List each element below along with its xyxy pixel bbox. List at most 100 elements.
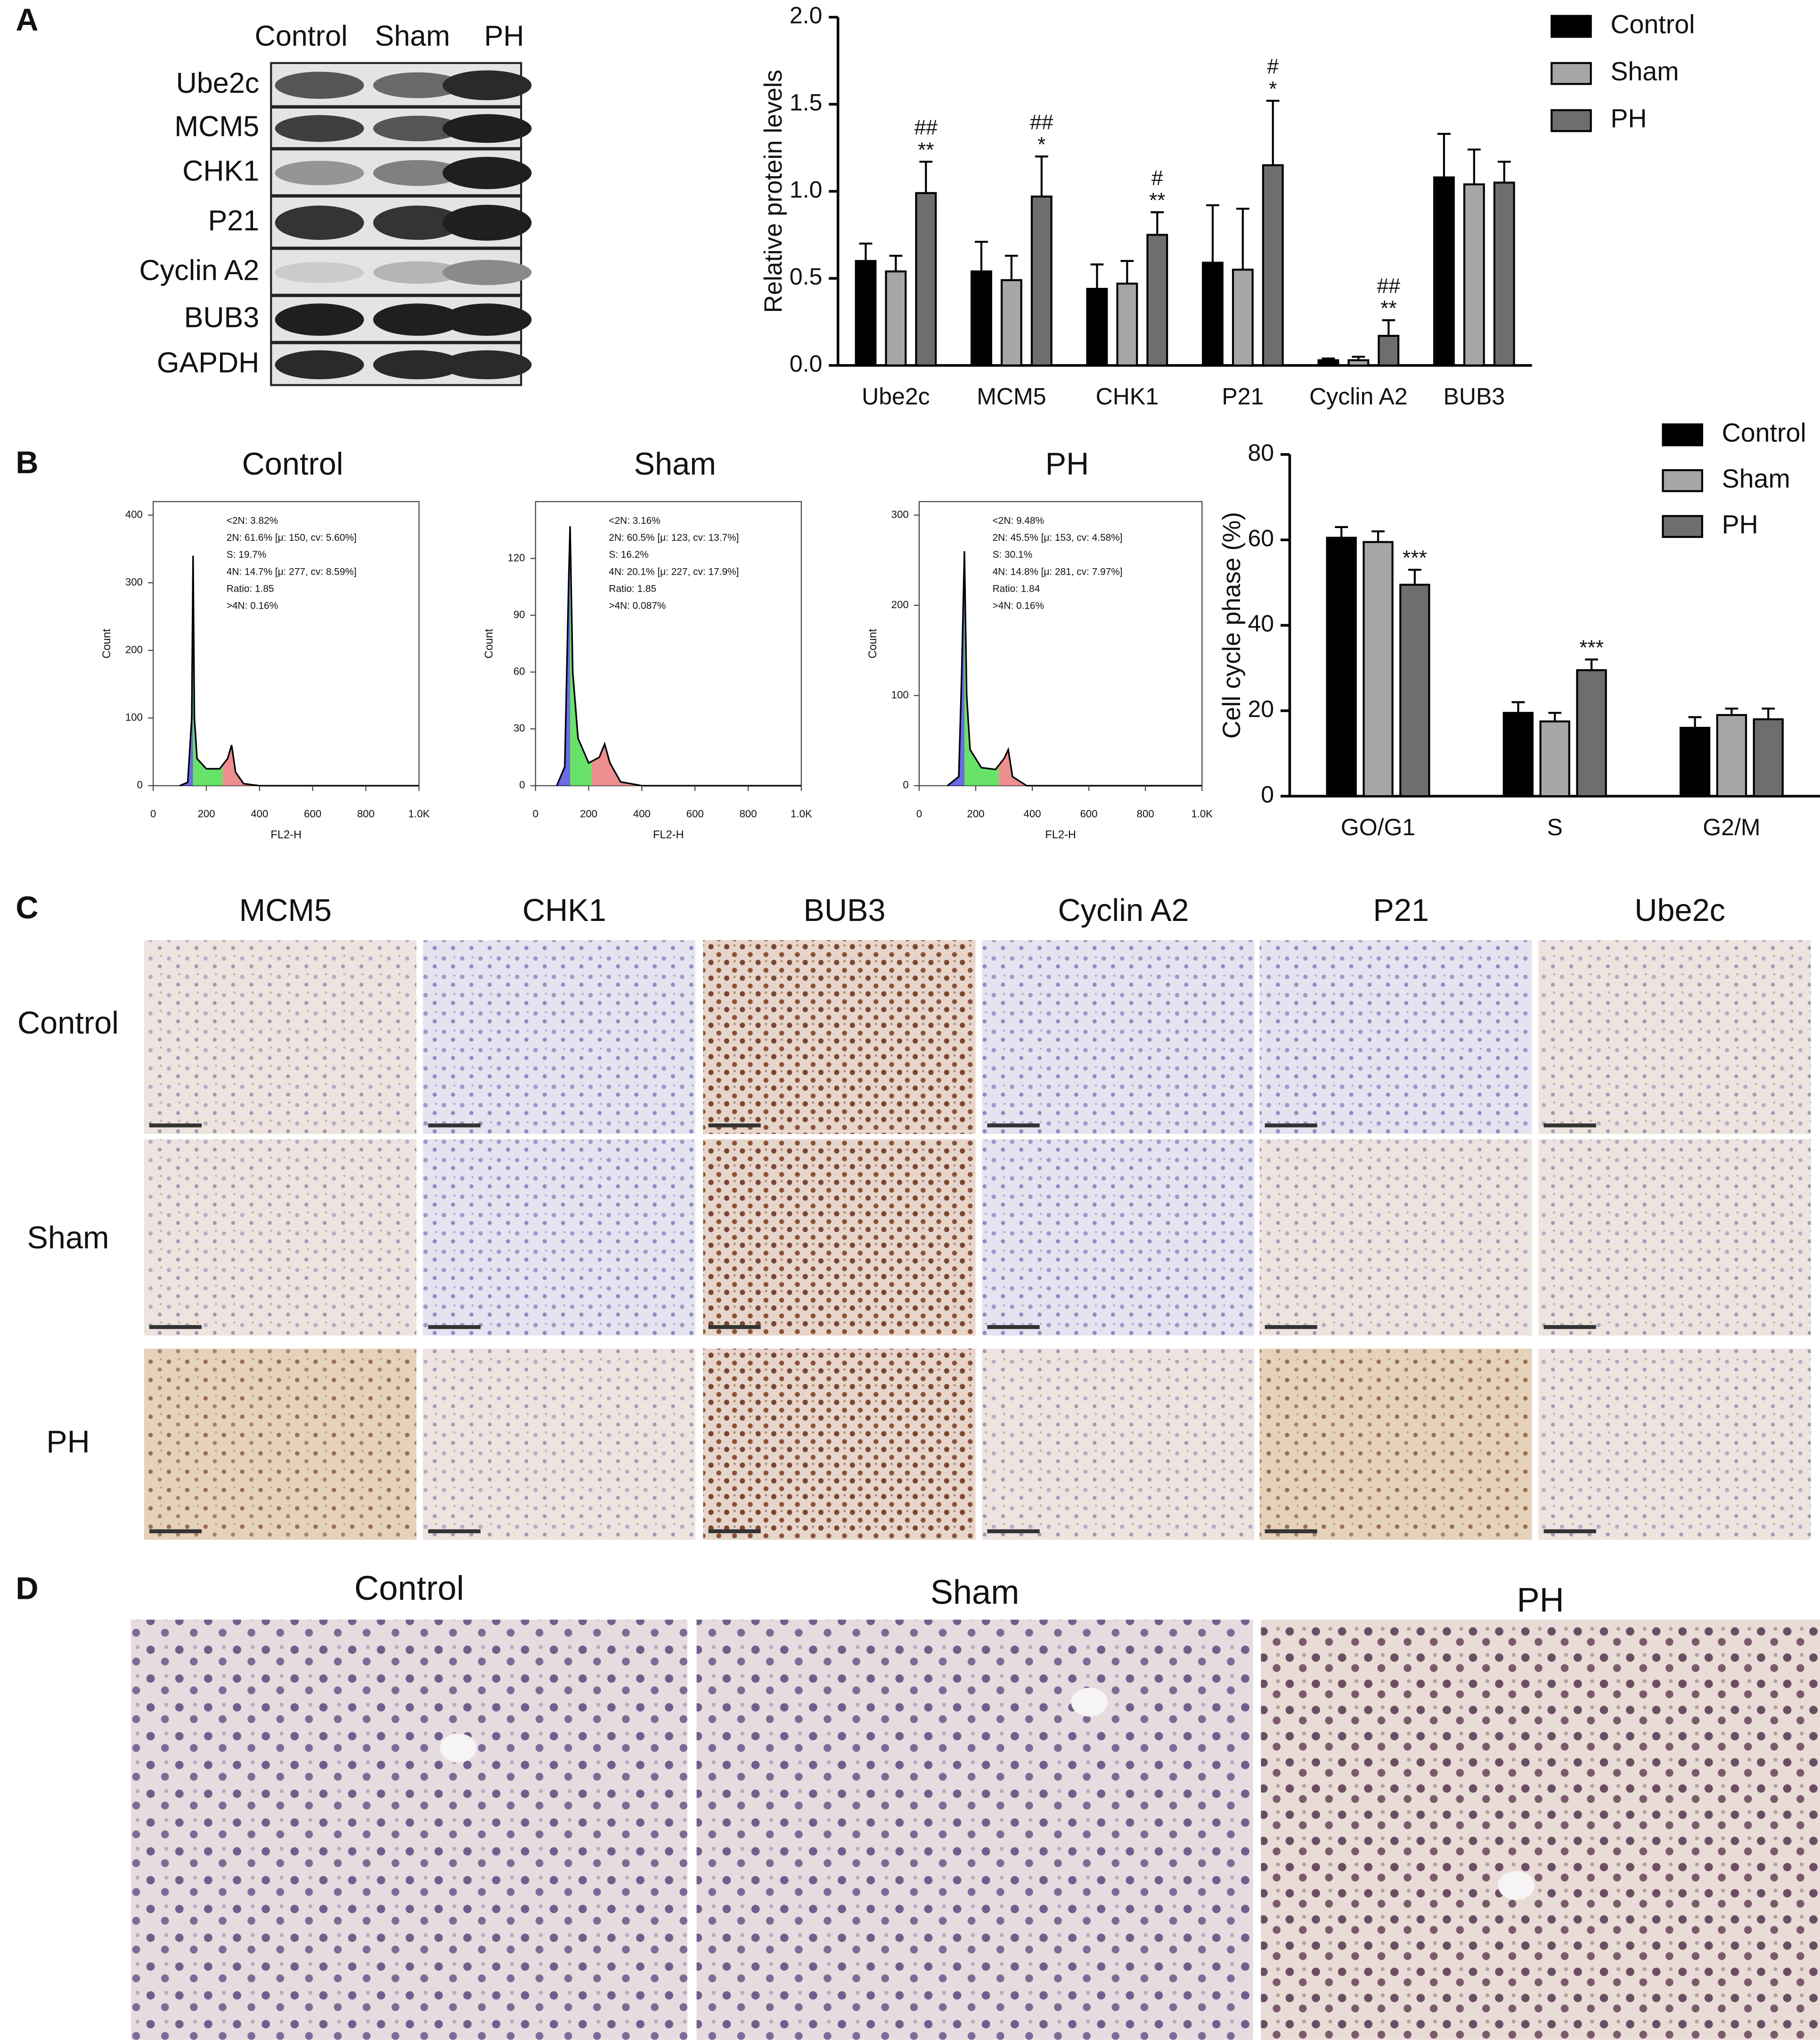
error-bar xyxy=(1090,263,1104,289)
blot-column-label: PH xyxy=(484,20,524,52)
stats-line: Ratio: 1.85 xyxy=(227,583,274,594)
x-tick-label: 200 xyxy=(197,808,215,820)
significance-mark: ** xyxy=(1149,189,1166,212)
blot-band xyxy=(442,260,532,285)
scale-bar xyxy=(428,1325,481,1329)
component-fill xyxy=(180,555,193,786)
error-bar xyxy=(1004,254,1018,280)
blot-band xyxy=(275,72,364,99)
y-tick-label: 30 xyxy=(514,722,525,734)
blot-column-label: Sham xyxy=(375,20,450,52)
blot-band xyxy=(373,303,463,336)
ihc-image xyxy=(1538,1139,1811,1336)
scale-bar xyxy=(1265,1325,1317,1329)
legend-swatch xyxy=(1662,515,1703,538)
ihc-image xyxy=(1538,940,1811,1134)
x-axis-label: FL2-H xyxy=(1045,829,1076,841)
component-fill xyxy=(556,526,571,786)
x-tick-label: 800 xyxy=(357,808,375,820)
significance-mark: * xyxy=(1037,133,1045,156)
panel-label: D xyxy=(16,1572,38,1606)
blot-band xyxy=(373,72,463,98)
blot-band xyxy=(442,70,532,100)
bar xyxy=(915,192,937,366)
ihc-image xyxy=(144,940,416,1134)
y-tick-label: 300 xyxy=(125,576,143,588)
y-tick-label: 60 xyxy=(1248,525,1274,551)
legend-label: Sham xyxy=(1610,57,1679,86)
component-fill xyxy=(947,551,965,786)
ihc-image xyxy=(423,940,695,1134)
blot-band xyxy=(373,261,463,284)
bar xyxy=(1030,195,1053,366)
error-bar xyxy=(1371,530,1385,542)
x-tick-label: GO/G1 xyxy=(1341,814,1415,840)
blot-band xyxy=(442,303,532,336)
scale-bar xyxy=(149,1123,202,1128)
significance-mark: ## xyxy=(1030,111,1053,134)
ihc-image xyxy=(144,1139,416,1336)
panel-label: B xyxy=(16,446,38,480)
bar xyxy=(1202,261,1224,366)
bar xyxy=(1146,234,1168,366)
error-bar xyxy=(1511,701,1525,713)
ihc-large-image xyxy=(1261,1620,1820,2040)
bar xyxy=(1716,714,1747,798)
error-bar xyxy=(1206,204,1219,263)
bar xyxy=(855,260,877,366)
scale-bar xyxy=(149,1529,202,1533)
y-tick-label: 0.5 xyxy=(790,263,823,290)
ihc-large-label: Control xyxy=(354,1570,464,1607)
blot-band xyxy=(442,350,532,380)
bar xyxy=(1262,164,1284,366)
bar xyxy=(1399,584,1430,798)
bar xyxy=(1086,288,1108,366)
bar xyxy=(1463,183,1485,366)
scale-bar xyxy=(708,1123,761,1128)
x-tick-label: 1.0K xyxy=(408,808,430,820)
y-tick-label: 0.0 xyxy=(790,350,823,377)
ihc-image xyxy=(703,1348,976,1540)
x-tick-label: Cyclin A2 xyxy=(1309,383,1408,409)
error-bar xyxy=(1035,155,1048,197)
legend-label: PH xyxy=(1722,510,1758,539)
ihc-column-label: Ube2c xyxy=(1634,893,1725,928)
blot-band xyxy=(275,161,364,186)
ihc-column-label: MCM5 xyxy=(239,893,332,928)
x-tick-label: S xyxy=(1547,814,1563,840)
legend-swatch xyxy=(1662,469,1703,492)
error-bar xyxy=(1120,260,1134,284)
error-bar xyxy=(1335,526,1348,538)
ihc-image xyxy=(1259,1348,1532,1540)
y-axis-label: Count xyxy=(101,628,113,658)
error-bar xyxy=(919,161,933,193)
vessel xyxy=(440,1733,477,1763)
ihc-image xyxy=(982,940,1255,1134)
significance-mark: ## xyxy=(914,116,938,139)
ihc-column-label: Cyclin A2 xyxy=(1058,893,1189,928)
bar xyxy=(1539,720,1570,798)
bar xyxy=(1679,726,1711,798)
significance-mark: ** xyxy=(918,138,934,162)
error-bar xyxy=(1688,716,1702,728)
legend-swatch xyxy=(1551,109,1592,132)
blot-band xyxy=(275,205,364,240)
bar xyxy=(1317,359,1339,366)
ihc-image xyxy=(703,940,976,1134)
bar xyxy=(1576,669,1607,798)
significance-mark: *** xyxy=(1403,546,1427,570)
bar xyxy=(1000,279,1022,366)
y-axis-label: Relative protein levels xyxy=(759,70,787,313)
y-tick-label: 1.5 xyxy=(790,90,823,116)
error-bar xyxy=(1467,148,1481,185)
x-axis-label: FL2-H xyxy=(270,829,302,841)
scale-bar xyxy=(428,1529,481,1533)
x-tick-label: 400 xyxy=(251,808,268,820)
legend-label: Sham xyxy=(1722,464,1790,493)
error-bar xyxy=(1266,99,1280,165)
ihc-column-label: P21 xyxy=(1373,893,1429,928)
error-bar xyxy=(1497,161,1511,183)
ihc-image xyxy=(982,1348,1255,1540)
